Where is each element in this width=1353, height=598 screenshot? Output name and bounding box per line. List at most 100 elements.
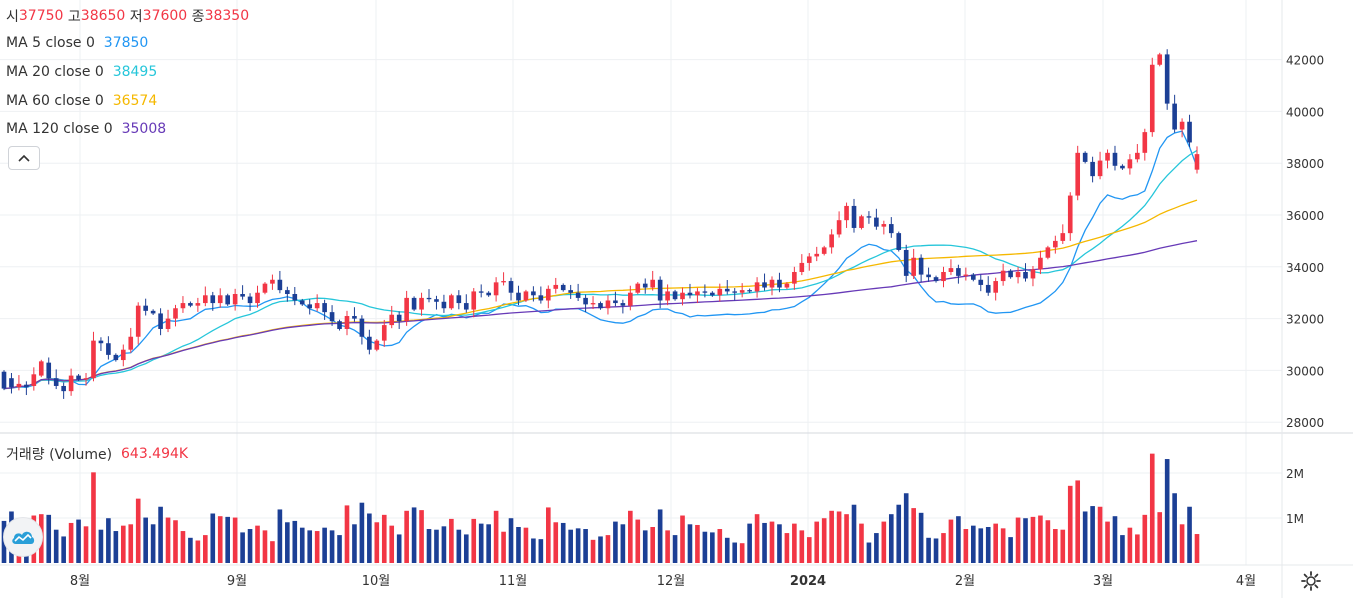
volume-bar: [1194, 534, 1200, 563]
candle-body: [680, 292, 685, 300]
volume-bar: [620, 524, 626, 563]
ma120-value: 35008: [121, 121, 167, 137]
collapse-legend-button[interactable]: [8, 146, 40, 170]
time-tick-label: 2월: [955, 574, 975, 589]
volume-bar: [396, 534, 402, 563]
volume-bar: [314, 531, 320, 563]
candle-body: [53, 378, 59, 386]
volume-bar: [784, 533, 790, 563]
candle-body: [1082, 152, 1088, 162]
volume-bar: [76, 519, 81, 563]
volume-bar: [299, 527, 305, 563]
candle-body: [1120, 165, 1125, 169]
candle-body: [993, 281, 998, 293]
candle-body: [38, 361, 44, 376]
volume-bar: [560, 522, 566, 563]
candle-body: [814, 253, 820, 257]
volume-bar: [687, 524, 693, 563]
candle-body: [120, 349, 126, 361]
volume-bar: [792, 523, 797, 563]
volume-bar: [590, 539, 596, 563]
candle-body: [165, 318, 171, 329]
volume-bar: [277, 509, 283, 563]
volume-bar: [434, 529, 439, 563]
candle-body: [769, 279, 775, 288]
candle-body: [956, 268, 961, 276]
candle-body: [918, 257, 924, 275]
candle-body: [1008, 270, 1013, 278]
ma5-label: MA 5 close 0: [6, 35, 95, 51]
settings-button[interactable]: [1300, 570, 1322, 592]
volume-bar: [210, 513, 216, 563]
volume-bar: [411, 507, 417, 563]
volume-legend[interactable]: 거래량 (Volume) 643.494K: [6, 444, 188, 464]
candle-body: [628, 292, 633, 306]
volume-tick-label: 2M: [1286, 467, 1304, 481]
candle-body: [806, 256, 812, 263]
candle-body: [620, 303, 626, 306]
candle-body: [829, 234, 834, 248]
volume-bar: [553, 522, 559, 563]
volume-bar: [381, 514, 387, 563]
volume-bar: [307, 530, 313, 563]
ma60-legend[interactable]: MA 60 close 0 36574: [6, 93, 157, 109]
volume-bar: [1023, 518, 1028, 563]
ma120-legend[interactable]: MA 120 close 0 35008: [6, 121, 166, 137]
volume-bar: [545, 507, 551, 563]
volume-bar: [642, 530, 648, 563]
volume-bar: [419, 510, 424, 563]
candle-body: [762, 282, 767, 288]
candle-body: [1142, 132, 1148, 153]
candle-body: [106, 343, 111, 355]
candle-body: [1053, 240, 1058, 248]
candle-body: [31, 374, 37, 386]
volume-bar: [650, 527, 656, 563]
candlestick-series: [1, 49, 1200, 399]
ma5-line: [3, 130, 1198, 390]
logo-badge[interactable]: [3, 517, 43, 557]
candle-body: [262, 283, 268, 293]
candle-body: [1075, 152, 1081, 196]
candle-body: [598, 303, 603, 309]
candle-body: [367, 336, 372, 350]
volume-bar: [1127, 527, 1133, 563]
volume-bar: [1120, 535, 1125, 563]
candle-body: [232, 294, 238, 305]
candle-body: [210, 295, 216, 304]
volume-bar: [61, 536, 66, 563]
volume-bar: [195, 540, 201, 563]
price-tick-label: 40000: [1286, 105, 1324, 119]
ma5-legend[interactable]: MA 5 close 0 37850: [6, 35, 148, 51]
volume-bar: [106, 518, 111, 563]
candle-body: [404, 297, 409, 322]
volume-bar: [628, 510, 633, 563]
candle-body: [836, 220, 842, 235]
candle-body: [292, 294, 298, 301]
volume-bar: [1008, 537, 1013, 563]
volume-bar: [538, 539, 544, 563]
volume-bar: [821, 518, 827, 563]
candle-body: [874, 217, 879, 227]
volume-bar: [568, 529, 573, 563]
volume-bar: [352, 524, 357, 563]
candle-body: [560, 284, 566, 291]
volume-bar: [143, 517, 148, 563]
ma20-legend[interactable]: MA 20 close 0 38495: [6, 64, 157, 80]
volume-bar: [1097, 506, 1103, 563]
candle-body: [545, 288, 551, 301]
volume-bar: [993, 523, 998, 563]
ma20-value: 38495: [112, 64, 158, 80]
gear-icon: [1301, 571, 1321, 591]
candle-body: [188, 303, 193, 306]
candle-body: [434, 299, 439, 302]
candle-body: [352, 316, 357, 319]
volume-bar: [1053, 529, 1058, 563]
candle-body: [702, 291, 708, 293]
candle-body: [16, 383, 22, 388]
low-value: 37600: [142, 8, 188, 24]
volume-bar: [180, 531, 186, 563]
candle-body: [255, 292, 260, 304]
volume-bar: [836, 511, 842, 563]
candle-body: [985, 284, 991, 293]
